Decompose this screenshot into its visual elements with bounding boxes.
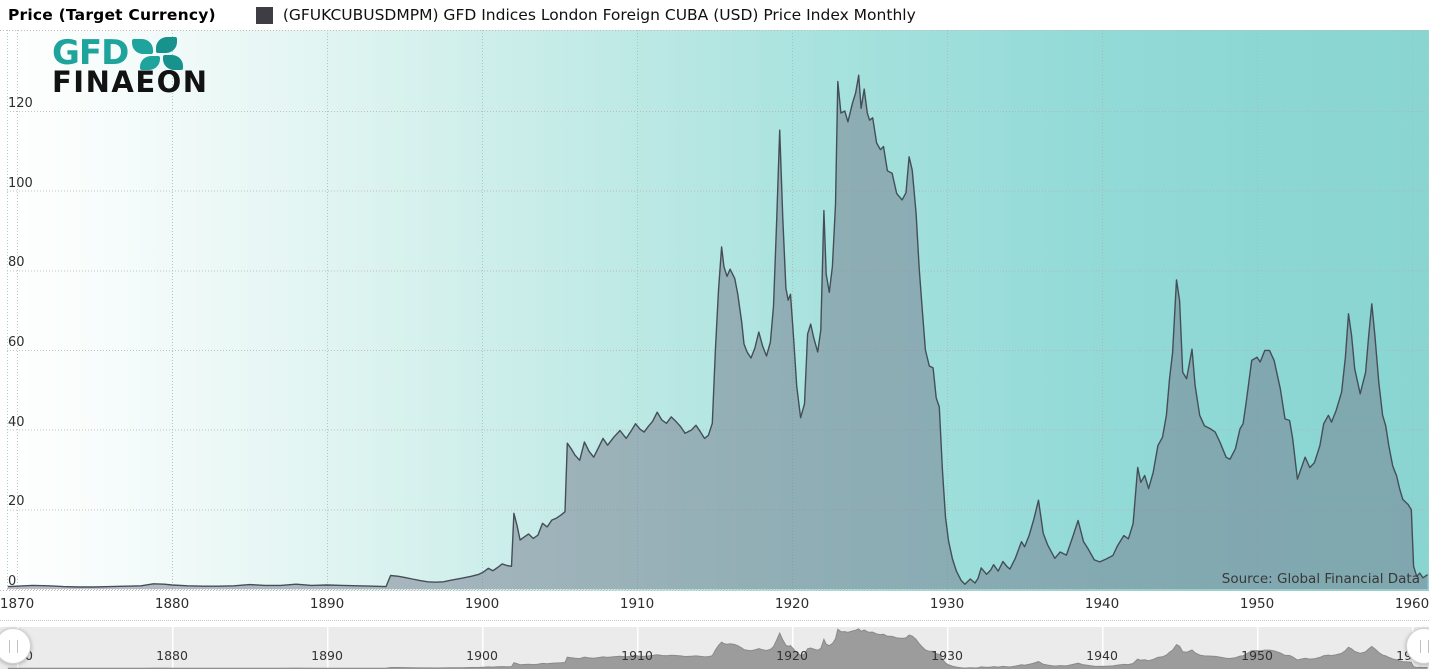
legend-item[interactable]: (GFUKCUBUSDMPM) GFD Indices London Forei… [255, 6, 916, 24]
y-axis-tick-label: 20 [8, 494, 25, 510]
legend-label: (GFUKCUBUSDMPM) GFD Indices London Forei… [282, 6, 916, 24]
y-axis-tick-label: 100 [8, 175, 33, 191]
navigator-tick-label: 1900 [466, 648, 498, 663]
x-axis-tick-label: 1880 [154, 596, 190, 612]
x-axis-tick-label: 1920 [774, 596, 810, 612]
x-axis-tick-label: 1960 [1394, 596, 1429, 612]
separator-line [0, 620, 1429, 621]
chart-title: Price (Target Currency) [8, 6, 216, 24]
grip-icon [1419, 639, 1429, 653]
logo-leaves-icon [132, 36, 184, 72]
grip-icon [8, 639, 18, 653]
y-axis-tick-label: 60 [8, 335, 25, 351]
source-credit: Source: Global Financial Data [1221, 571, 1420, 587]
navigator-tick-label: 1930 [931, 648, 963, 663]
x-axis-tick-label: 1950 [1239, 596, 1275, 612]
price-area-chart[interactable] [0, 30, 1429, 591]
x-axis-tick-label: 1940 [1084, 596, 1120, 612]
x-axis-tick-label: 1930 [929, 596, 965, 612]
navigator-tick-label: 1950 [1241, 648, 1273, 663]
main-chart-plot-area[interactable]: GFD FINAEON 0 20 40 60 80 100 120 Source: Glob… [0, 30, 1429, 591]
y-axis-tick-label: 40 [8, 414, 25, 430]
gfd-finaeon-logo: GFD FINAEON [52, 36, 209, 97]
navigator-handle-left[interactable] [0, 628, 31, 664]
navigator-tick-label: 1940 [1086, 648, 1118, 663]
chart-header: Price (Target Currency) (GFUKCUBUSDMPM) … [0, 0, 1429, 30]
navigator-tick-label: 1910 [621, 648, 653, 663]
x-axis-tick-label: 1870 [0, 596, 35, 612]
x-axis-tick-label: 1890 [309, 596, 345, 612]
navigator-tick-label: 1880 [156, 648, 188, 663]
x-axis-tick-label: 1910 [619, 596, 655, 612]
x-axis: 1870 1880 1890 1900 1910 1920 1930 1940 1950 1960 [0, 591, 1429, 620]
y-axis-tick-label: 120 [8, 96, 33, 112]
x-axis-tick-label: 1900 [464, 596, 500, 612]
logo-finaeon-text: FINAEON [52, 65, 209, 99]
navigator-tick-label: 1890 [311, 648, 343, 663]
logo-gfd-text: GFD [52, 33, 129, 73]
navigator-mini-chart[interactable] [0, 627, 1429, 669]
y-axis-tick-label: 0 [8, 574, 17, 589]
navigator-tick-label: 1920 [776, 648, 808, 663]
y-axis-tick-label: 80 [8, 255, 25, 271]
legend-marker-icon [255, 6, 273, 24]
